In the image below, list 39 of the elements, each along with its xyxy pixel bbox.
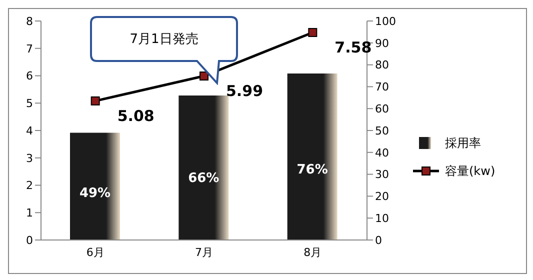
point [308,28,318,37]
bar [70,132,120,240]
y-tick-label: 1 [26,206,33,220]
y2-tick-label: 30 [375,168,389,182]
x-tick-label: 6月 [86,246,104,259]
y2-tick-label: 20 [375,190,389,204]
y2-tick-label: 100 [375,14,396,28]
x-tick-label: 7月 [195,246,213,259]
bar [287,74,338,240]
y-tick-label: 3 [26,152,33,165]
y2-tick-label: 70 [375,80,389,94]
point [200,72,208,81]
y2-tick-label: 0 [375,234,382,247]
point [90,96,100,106]
data-label: 5.99 [226,82,264,100]
x-tick-label: 8月 [304,246,322,259]
y2-tick-label: 50 [375,124,389,138]
y2-tick-label: 90 [375,36,389,50]
legend-label: 採用率 [445,134,481,152]
data-label: 66% [188,171,220,186]
y-tick-label: 2 [26,179,33,192]
y2-tick-label: 60 [375,102,389,116]
y-tick-label: 8 [26,14,33,28]
y2-tick-label: 10 [375,212,389,226]
speech-bubble: 7月1日発売 [89,15,239,85]
y-tick-label: 4 [26,124,33,138]
data-label: 49% [79,186,111,202]
annotation: 7月1日発売 [128,31,200,48]
bar [178,95,229,240]
y-tick-label: 5 [26,97,33,110]
data-label: 5.08 [117,106,154,125]
data-label: 7.58 [334,38,372,56]
y-tick-label: 0 [26,234,33,247]
y2-tick-label: 80 [375,58,389,72]
data-label: 76% [296,162,328,178]
y-tick-label: 7 [26,42,33,56]
y2-tick-label: 40 [375,146,389,160]
legend-label: 容量(kw) [445,162,496,180]
y-tick-label: 6 [26,70,33,83]
